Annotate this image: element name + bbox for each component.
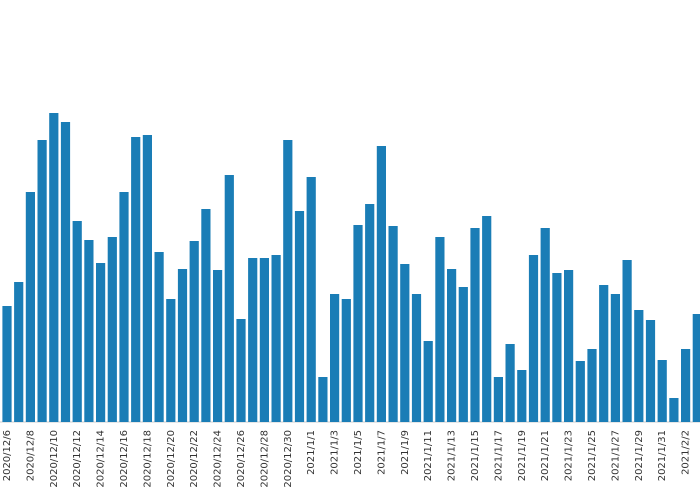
bar (330, 294, 340, 422)
x-tick-label: 2020/12/8 (25, 430, 36, 481)
x-tick-label: 2020/12/20 (166, 430, 177, 488)
bar (482, 216, 492, 422)
x-tick-label: 2021/1/29 (634, 430, 645, 481)
bar (423, 341, 433, 422)
bar (411, 294, 422, 422)
bar (353, 225, 363, 422)
bar (587, 349, 597, 422)
bar (388, 226, 398, 422)
bar (622, 260, 632, 422)
bar (575, 361, 585, 422)
bar (610, 294, 620, 422)
bar (517, 370, 527, 422)
bar (669, 398, 679, 422)
bar (294, 211, 305, 422)
x-tick-label: 2021/1/11 (423, 430, 434, 481)
bar (49, 113, 59, 422)
bar (400, 264, 410, 422)
x-tick-label: 2020/12/18 (142, 430, 153, 488)
bar (552, 273, 562, 422)
x-tick-label: 2020/12/14 (96, 430, 107, 488)
bar (84, 240, 94, 422)
x-tick-label: 2021/1/13 (447, 430, 458, 481)
x-tick-label: 2021/2/2 (681, 430, 692, 475)
x-tick-label: 2020/12/10 (49, 430, 60, 488)
bar (107, 237, 117, 422)
bar (72, 221, 82, 422)
x-tick-label: 2021/1/15 (470, 430, 481, 481)
bar (177, 269, 188, 422)
x-tick-label: 2020/12/26 (236, 430, 247, 488)
bar (341, 299, 351, 422)
x-tick-label: 2021/1/17 (493, 430, 504, 481)
bar (564, 270, 574, 422)
bar (14, 282, 24, 422)
bar (224, 175, 234, 422)
x-tick-label: 2020/12/24 (213, 430, 224, 488)
x-tick-label: 2020/12/16 (119, 430, 130, 488)
x-tick-label: 2021/1/23 (564, 430, 575, 481)
x-tick-label: 2021/1/3 (330, 430, 341, 475)
bar (142, 135, 152, 422)
x-tick-label: 2021/1/19 (517, 430, 528, 481)
bar (236, 319, 246, 422)
x-tick-label: 2021/1/31 (657, 430, 668, 481)
bar (692, 314, 700, 422)
bar (154, 252, 164, 422)
bar (248, 258, 258, 422)
bar (365, 204, 375, 422)
x-tick-label: 2020/12/12 (72, 430, 83, 488)
x-tick-label: 2020/12/30 (283, 430, 294, 488)
bar (447, 269, 457, 422)
x-tick-label: 2020/12/6 (2, 430, 13, 481)
bar (540, 228, 550, 422)
bar (213, 270, 223, 422)
x-tick-label: 2021/1/7 (376, 430, 387, 475)
bar (271, 255, 281, 422)
bar (599, 285, 609, 422)
bar (470, 228, 480, 422)
bar (283, 140, 293, 422)
x-tick-label: 2020/12/22 (189, 430, 200, 488)
bar (528, 255, 539, 422)
bar (119, 192, 129, 422)
bar (376, 146, 386, 422)
bar (201, 209, 211, 422)
bar (505, 344, 515, 422)
x-tick-label: 2021/1/25 (587, 430, 598, 481)
x-tick-label: 2021/1/27 (610, 430, 621, 481)
bar (131, 137, 141, 422)
x-tick-label: 2021/1/5 (353, 430, 364, 475)
bar (458, 287, 468, 422)
bar (259, 258, 269, 422)
bar (681, 349, 691, 422)
bar (493, 377, 503, 422)
bar (2, 306, 12, 422)
bar (60, 122, 71, 422)
bar (189, 241, 199, 422)
bar (645, 320, 656, 422)
bar (634, 310, 644, 422)
x-tick-label: 2021/1/1 (306, 430, 317, 475)
x-tick-label: 2021/1/9 (400, 430, 411, 475)
bar (318, 377, 328, 422)
bar (166, 299, 176, 422)
bar (657, 360, 667, 422)
x-tick-label: 2021/1/21 (540, 430, 551, 481)
bar (37, 140, 47, 422)
bar (435, 237, 445, 422)
bar (25, 192, 35, 422)
bar (306, 177, 316, 422)
x-tick-label: 2020/12/28 (259, 430, 270, 488)
bar (96, 263, 106, 422)
